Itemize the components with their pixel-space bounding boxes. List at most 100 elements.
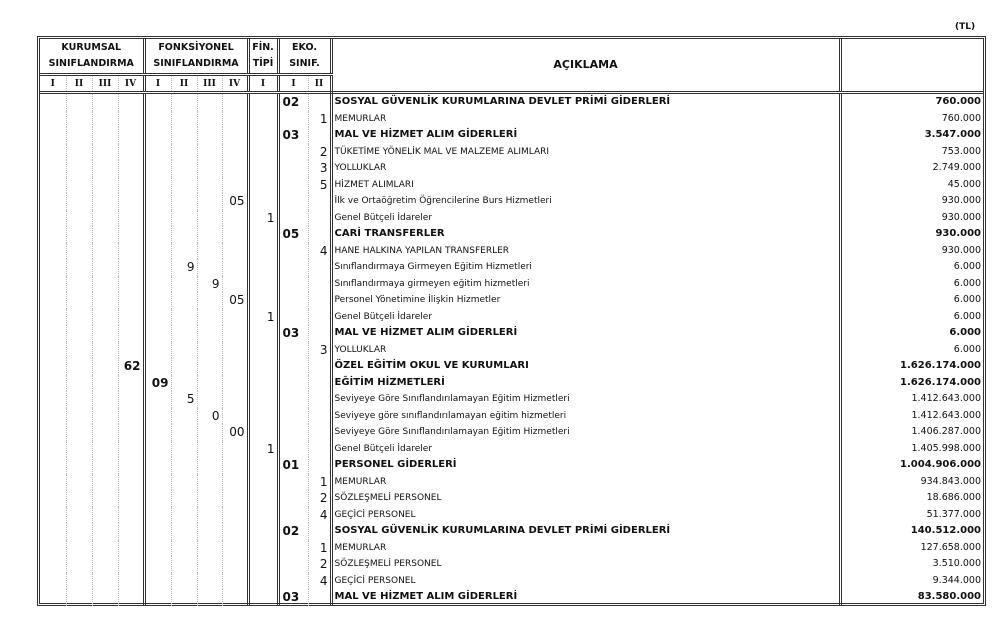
description-cell: Personel Yönetimine İlişkin Hizmetler	[329, 292, 841, 309]
code-cell-f2	[170, 226, 197, 243]
code-cell-f1	[142, 209, 171, 226]
description-cell: HİZMET ALIMLARI	[329, 176, 841, 193]
code-cell-e2: 4	[307, 572, 332, 589]
code-cell-fin	[246, 391, 278, 408]
description-cell: HANE HALKINA YAPILAN TRANSFERLER	[329, 242, 841, 259]
code-cell-k2	[65, 160, 92, 177]
code-cell-e1	[276, 308, 308, 325]
code-cell-e2	[307, 308, 332, 325]
level-header: II	[170, 74, 197, 94]
code-cell-k3	[91, 176, 118, 193]
code-cell-k2	[65, 556, 92, 573]
table-row: 5 Seviyeye Göre Sınıflandırılamayan Eğiti…	[40, 391, 983, 408]
code-cell-f1	[142, 424, 171, 441]
amount-cell: 6.000	[838, 341, 983, 358]
code-cell-e2	[307, 457, 332, 474]
amount-cell: 127.658.000	[838, 539, 983, 556]
code-cell-e2: 3	[307, 160, 332, 177]
code-cell-f4	[221, 110, 248, 127]
code-cell-k3	[91, 193, 118, 210]
code-cell-f2	[170, 589, 197, 606]
code-cell-fin	[246, 490, 278, 507]
table-row: 5 HİZMET ALIMLARI 45.000	[40, 176, 983, 193]
code-cell-f3	[196, 589, 222, 606]
code-cell-e1	[276, 539, 308, 556]
description-cell: YOLLUKLAR	[329, 341, 841, 358]
table-row: 1 Genel Bütçeli İdareler 1.405.998.000	[40, 440, 983, 457]
code-cell-k1	[40, 259, 66, 276]
code-cell-k4	[117, 292, 144, 309]
code-cell-fin	[246, 160, 278, 177]
code-cell-f3	[196, 341, 222, 358]
code-cell-e1	[276, 209, 308, 226]
description-cell: CARİ TRANSFERLER	[329, 226, 841, 243]
code-cell-f2	[170, 490, 197, 507]
code-cell-k2	[65, 424, 92, 441]
code-cell-e2: 5	[307, 176, 332, 193]
description-cell: Seviyeye Göre Sınıflandırılamayan Eğitim…	[329, 391, 841, 408]
code-cell-k1	[40, 193, 66, 210]
code-cell-f2	[170, 473, 197, 490]
code-cell-f1	[142, 539, 171, 556]
amount-cell: 930.000	[838, 242, 983, 259]
code-cell-k1	[40, 523, 66, 540]
code-cell-k1	[40, 292, 66, 309]
description-cell: MAL VE HİZMET ALIM GİDERLERİ	[329, 127, 841, 144]
code-cell-f4	[221, 358, 248, 375]
table-row: 1 MEMURLAR 760.000	[40, 110, 983, 128]
code-cell-k4	[117, 457, 144, 474]
code-cell-k1	[40, 573, 66, 590]
code-cell-k4	[117, 523, 144, 540]
code-cell-f1	[142, 556, 171, 573]
code-cell-f3	[196, 523, 222, 540]
code-cell-k4	[117, 556, 144, 573]
amount-cell: 9.344.000	[838, 572, 983, 589]
code-cell-f3	[196, 110, 222, 127]
code-cell-k4: 62	[117, 358, 144, 375]
code-cell-k2	[65, 490, 92, 507]
code-cell-f2	[170, 572, 197, 589]
code-cell-e1	[276, 572, 308, 589]
code-cell-f1	[142, 242, 171, 259]
code-cell-k1	[40, 210, 66, 227]
code-cell-e1: 03	[276, 589, 308, 606]
amount-cell: 6.000	[838, 292, 983, 309]
code-cell-f1	[142, 259, 171, 276]
code-cell-f2	[170, 110, 197, 127]
code-cell-e2	[307, 127, 332, 144]
code-cell-e2: 2	[307, 490, 332, 507]
code-cell-k2	[65, 572, 92, 589]
code-cell-f4	[221, 440, 248, 457]
code-cell-k4	[117, 374, 144, 391]
code-cell-fin	[246, 127, 278, 144]
code-cell-k2	[65, 143, 92, 160]
table-row: 4 HANE HALKINA YAPILAN TRANSFERLER 930.000	[40, 242, 983, 259]
table-row: 0 Seviyeye göre sınıflandırılamayan eğiti…	[40, 407, 983, 424]
code-cell-f3	[196, 358, 222, 375]
code-cell-f1	[142, 275, 171, 292]
code-cell-f2	[170, 457, 197, 474]
code-cell-fin	[246, 341, 278, 358]
code-cell-k4	[117, 242, 144, 259]
code-cell-k1	[40, 556, 66, 573]
code-cell-k2	[65, 292, 92, 309]
code-cell-f3	[196, 572, 222, 589]
amount-header	[838, 39, 983, 94]
code-cell-f2	[170, 556, 197, 573]
description-cell: SÖZLEŞMELİ PERSONEL	[329, 556, 841, 573]
code-cell-e2	[307, 374, 332, 391]
table-row: 09 EĞİTİM HİZMETLERİ 1.626.174.000	[40, 374, 983, 391]
description-cell: SÖZLEŞMELİ PERSONEL	[329, 490, 841, 507]
code-cell-f1	[142, 490, 171, 507]
level-header: II	[307, 74, 332, 94]
code-cell-fin	[246, 242, 278, 259]
code-cell-f4	[221, 209, 248, 226]
code-cell-f2	[170, 407, 197, 424]
amount-cell: 83.580.000	[838, 589, 983, 606]
eko-header: EKO. SINIF.	[276, 39, 332, 76]
code-cell-k1	[40, 111, 66, 128]
code-cell-k4	[117, 440, 144, 457]
code-cell-k3	[91, 110, 118, 127]
code-cell-e2	[307, 407, 332, 424]
code-cell-k2	[65, 473, 92, 490]
